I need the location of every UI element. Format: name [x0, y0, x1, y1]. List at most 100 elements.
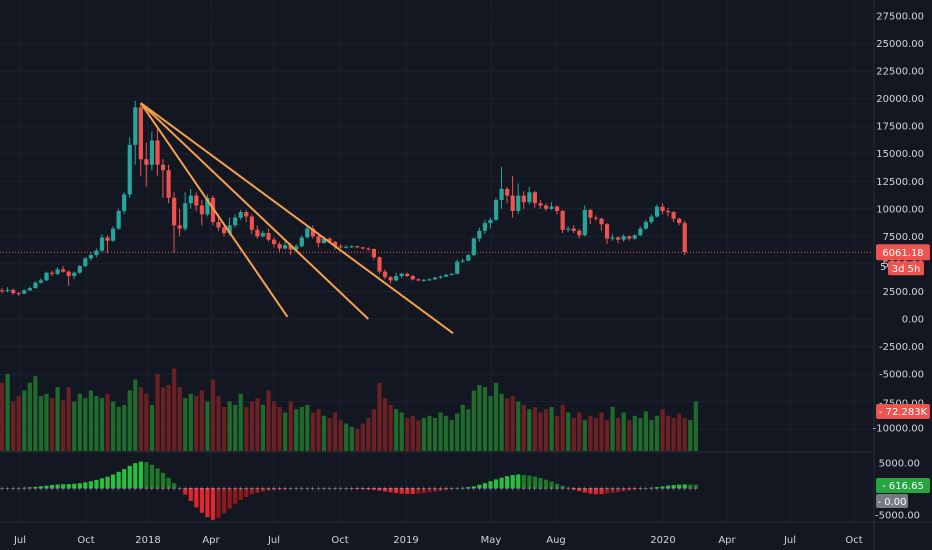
volume-bar: [149, 404, 155, 451]
oscillator-bar: [16, 488, 21, 489]
candle-body: [144, 159, 149, 165]
oscillator-bar: [610, 488, 615, 493]
volume-bar: [327, 418, 332, 451]
candle-body: [588, 209, 593, 218]
price-tick-label: 0.00: [902, 315, 924, 326]
volume-bar: [49, 398, 55, 451]
oscillator-bar: [388, 488, 393, 493]
oscillator-bar: [405, 488, 410, 494]
volume-bar: [333, 412, 338, 451]
trendline: [140, 102, 454, 335]
oscillator-bar: [599, 488, 604, 495]
oscillator-bar: [266, 488, 271, 491]
volume-bar: [571, 418, 576, 451]
volume-bar: [88, 390, 93, 451]
candle-body: [577, 230, 582, 236]
oscillator-zero-marker: +: [277, 486, 282, 493]
volume-bar: [627, 420, 632, 451]
oscillator-zero-marker: +: [510, 486, 515, 493]
trendline: [139, 102, 289, 318]
oscillator-zero-marker: +: [627, 486, 632, 493]
oscillator-bar: [466, 487, 471, 488]
candle-body: [16, 293, 21, 295]
candle-body: [510, 195, 515, 212]
oscillator-zero-marker: +: [443, 486, 448, 493]
volume-bar: [444, 415, 449, 451]
oscillator-bar: [682, 484, 687, 488]
candle-body: [477, 230, 482, 239]
oscillator-zero-marker: +: [582, 486, 587, 493]
price-tick-label: 7500.00: [883, 232, 924, 243]
price-tick-label: 20000.00: [876, 94, 924, 105]
volume-bar: [155, 374, 160, 451]
candle-body: [566, 228, 571, 230]
oscillator-bar: [432, 488, 438, 492]
oscillator-zero-marker: +: [144, 486, 149, 493]
volume-badge: [876, 404, 930, 419]
oscillator-zero-marker: +: [149, 486, 154, 493]
volume-bar: [688, 420, 693, 451]
oscillator-bar: [543, 479, 549, 488]
price-tick-label: 22500.00: [876, 67, 924, 78]
candle-body: [227, 225, 232, 234]
oscillator-bar: [510, 475, 515, 488]
oscillator-bar: [688, 484, 693, 488]
oscillator-zero-marker: +: [416, 486, 421, 493]
candle-body: [327, 238, 332, 242]
volume-bar: [44, 393, 49, 451]
oscillator-zero-marker: +: [466, 486, 471, 493]
oscillator-bar: [327, 488, 332, 489]
oscillator-zero-marker: +: [138, 486, 143, 493]
oscillator-bar: [160, 472, 166, 488]
oscillator-tick-label: -5000.00: [875, 511, 920, 522]
oscillator-bar: [666, 485, 671, 488]
volume-bar: [249, 401, 254, 451]
oscillator-zero-label: - 0.00: [877, 497, 906, 508]
oscillator-zero-marker: +: [216, 486, 221, 493]
oscillator-zero-marker: +: [405, 486, 410, 493]
oscillator-zero-marker: +: [205, 486, 210, 493]
oscillator-bar: [77, 483, 82, 488]
candle-body: [294, 246, 299, 250]
time-tick-label: Apr: [718, 535, 736, 546]
oscillator-zero-marker: +: [604, 486, 609, 493]
volume-bar: [460, 404, 465, 451]
oscillator-bar: [271, 488, 277, 490]
volume-bar: [638, 418, 643, 451]
candle-body: [427, 279, 432, 281]
oscillator-bar: [360, 488, 365, 490]
candle-body: [654, 206, 660, 217]
volume-bar: [183, 398, 188, 451]
candle-body: [94, 250, 99, 256]
candle-body: [194, 195, 199, 206]
oscillator-bar: [649, 487, 654, 489]
trendlines[interactable]: [139, 102, 454, 335]
oscillator-bar: [366, 488, 371, 490]
oscillator-zero-marker: +: [355, 486, 360, 493]
price-tick-label: 15000.00: [876, 149, 924, 160]
volume-bar: [610, 407, 615, 451]
oscillator-bar: [355, 488, 360, 489]
volume-value-label: - 72.283K: [879, 407, 928, 418]
oscillator-bar: [222, 488, 227, 514]
candle-body: [183, 203, 188, 229]
oscillator-zero-marker: +: [577, 486, 582, 493]
volume-bar: [144, 393, 149, 451]
oscillator-bar: [582, 488, 587, 493]
candle-body: [177, 225, 182, 229]
oscillator-zero-marker: +: [0, 486, 5, 493]
candle-body: [466, 255, 471, 261]
oscillator-bar: [604, 488, 610, 494]
time-axis[interactable]: Jul Oct 2018 Apr Jul Oct 2019 May Aug 2020 Apr Jul O…: [13, 535, 863, 546]
oscillator-bar: [449, 488, 454, 490]
candle-body: [438, 276, 443, 278]
candle-body: [283, 245, 288, 249]
oscillator-value-label: - 616.65: [882, 481, 924, 492]
oscillator-zero-marker: +: [44, 486, 49, 493]
oscillator-bar: [416, 488, 421, 494]
candle-body: [499, 188, 504, 200]
oscillator-zero-marker: +: [471, 486, 476, 493]
oscillator-zero-marker: +: [260, 486, 265, 493]
oscillator-zero-marker: +: [499, 486, 504, 493]
